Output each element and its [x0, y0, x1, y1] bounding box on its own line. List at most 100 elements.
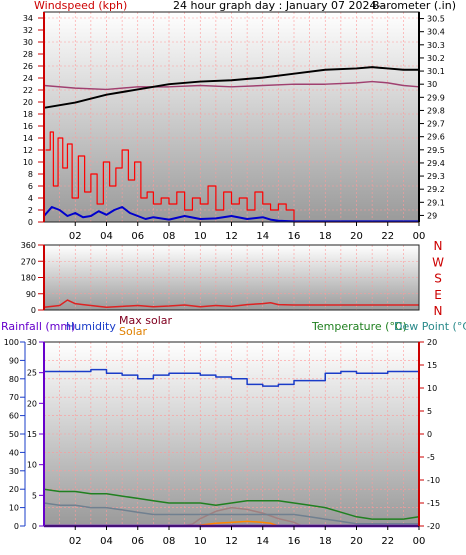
x-tick-label: 06 — [131, 231, 144, 242]
x-tick-label: 02 — [69, 231, 82, 242]
compass-tick-label: W — [432, 255, 444, 269]
wind-tick-label: 8 — [28, 170, 33, 179]
direction-series — [43, 299, 419, 309]
humidity-label: Humidity — [66, 320, 116, 333]
humidity-tick-label: 90 — [9, 356, 19, 365]
compass-tick-label: N — [434, 239, 443, 253]
temperature-axis-ticks: -20 -15 -10 -5 0 5 10 15 20 — [419, 338, 440, 531]
temperature-tick-label: 0 — [427, 430, 432, 439]
x-tick-label: 14 — [256, 231, 269, 242]
temperature-tick-label: 10 — [427, 384, 437, 393]
wind-tick-label: 4 — [28, 194, 33, 203]
wind-tick-label: 34 — [23, 14, 33, 23]
dew-point-label: Dew Point (°C) — [394, 320, 466, 333]
temp-hum-x-ticks: 02 04 06 08 10 12 14 16 18 20 22 00 — [69, 526, 425, 547]
x-tick-label: 06 — [131, 536, 144, 547]
temperature-tick-label: -10 — [427, 476, 440, 485]
chart-title: 24 hour graph day : January 07 2024-- — [173, 0, 384, 12]
temperature-tick-label: 20 — [427, 338, 437, 347]
humidity-tick-label: 50 — [9, 430, 19, 439]
barometer-tick-label: 29.4 — [427, 159, 445, 168]
barometer-tick-label: 29.7 — [427, 120, 445, 129]
temperature-tick-label: -20 — [427, 522, 440, 531]
barometer-axis-ticks: 29 29.1 29.2 29.3 29.4 29.5 29.6 29.7 29.8 29.9 30… — [419, 15, 445, 220]
humidity-tick-label: 100 — [4, 338, 19, 347]
humidity-axis-ticks: 0 10 20 30 40 50 60 70 80 90 100 — [4, 338, 25, 531]
barometer-tick-label: 29.5 — [427, 146, 445, 155]
humidity-tick-label: 70 — [9, 393, 19, 402]
x-tick-label: 20 — [350, 231, 363, 242]
wind-tick-label: 0 — [28, 218, 33, 227]
rain-tick-label: 10 — [27, 461, 37, 470]
barometer-label: Barometer (.in) — [372, 0, 456, 12]
wind-tick-label: 24 — [23, 74, 33, 83]
humidity-tick-label: 30 — [9, 467, 19, 476]
barometer-tick-label: 30.5 — [427, 15, 445, 24]
x-tick-label: 10 — [194, 536, 207, 547]
barometer-tick-label: 29.9 — [427, 93, 445, 102]
barometer-previous-line — [43, 80, 420, 91]
humidity-tick-label: 60 — [9, 412, 19, 421]
compass-tick-label: N — [434, 304, 443, 318]
x-tick-label: 00 — [413, 536, 426, 547]
temperature-label: Temperature (°C) — [311, 320, 407, 333]
max-solar-label: Max solar — [119, 314, 172, 327]
wind-average-line — [43, 206, 419, 223]
wind-tick-label: 18 — [23, 110, 33, 119]
x-tick-label: 12 — [225, 231, 238, 242]
x-tick-label: 14 — [256, 536, 269, 547]
x-tick-label: 12 — [225, 536, 238, 547]
wind-tick-label: 20 — [23, 98, 33, 107]
x-tick-label: 00 — [413, 231, 426, 242]
barometer-tick-label: 29.2 — [427, 185, 445, 194]
temperature-tick-label: -15 — [427, 499, 440, 508]
barometer-tick-label: 30.4 — [427, 28, 445, 37]
x-tick-label: 18 — [319, 536, 332, 547]
windspeed-label: Windspeed (kph) — [34, 0, 127, 12]
rain-tick-label: 0 — [32, 522, 37, 531]
humidity-tick-label: 10 — [9, 504, 19, 513]
barometer-line — [43, 66, 419, 109]
temperature-tick-label: 5 — [427, 407, 432, 416]
wind-baro-grid — [44, 12, 419, 222]
direction-tick-label: 270 — [21, 257, 36, 266]
wind-tick-label: 26 — [23, 62, 33, 71]
direction-tick-label: 0 — [31, 306, 36, 315]
wind-baro-series — [43, 66, 420, 223]
x-tick-label: 04 — [100, 231, 113, 242]
barometer-tick-label: 30.1 — [427, 67, 445, 76]
x-tick-label: 16 — [288, 536, 301, 547]
humidity-line — [44, 368, 420, 387]
wind-tick-label: 10 — [23, 158, 33, 167]
x-tick-label: 08 — [163, 231, 176, 242]
rainfall-label: Rainfall (mm) — [1, 320, 75, 333]
temperature-line — [43, 488, 420, 520]
wind-gust-line — [45, 131, 419, 223]
wind-tick-label: 16 — [23, 122, 33, 131]
rain-axis-ticks: 0 5 10 15 20 25 30 — [27, 338, 44, 531]
direction-tick-label: 180 — [21, 274, 36, 283]
wind-tick-label: 28 — [23, 50, 33, 59]
temp-hum-grid — [44, 341, 419, 527]
wind-direction-line — [43, 299, 419, 309]
direction-degree-ticks: 0 90 180 270 360 — [21, 241, 44, 315]
barometer-tick-label: 30 — [427, 80, 437, 89]
barometer-tick-label: 29.6 — [427, 133, 445, 142]
wind-tick-label: 2 — [28, 206, 33, 215]
rain-tick-label: 15 — [27, 430, 37, 439]
barometer-tick-label: 29.3 — [427, 172, 445, 181]
x-tick-label: 02 — [69, 536, 82, 547]
temperature-tick-label: 15 — [427, 361, 437, 370]
barometer-tick-label: 30.3 — [427, 41, 445, 50]
direction-tick-label: 360 — [21, 241, 36, 250]
rain-tick-label: 20 — [27, 399, 37, 408]
x-tick-label: 22 — [381, 536, 394, 547]
barometer-tick-label: 29 — [427, 211, 437, 220]
barometer-tick-label: 29.1 — [427, 198, 445, 207]
compass-tick-label: E — [434, 288, 442, 302]
rain-tick-label: 5 — [32, 491, 37, 500]
humidity-tick-label: 80 — [9, 375, 19, 384]
